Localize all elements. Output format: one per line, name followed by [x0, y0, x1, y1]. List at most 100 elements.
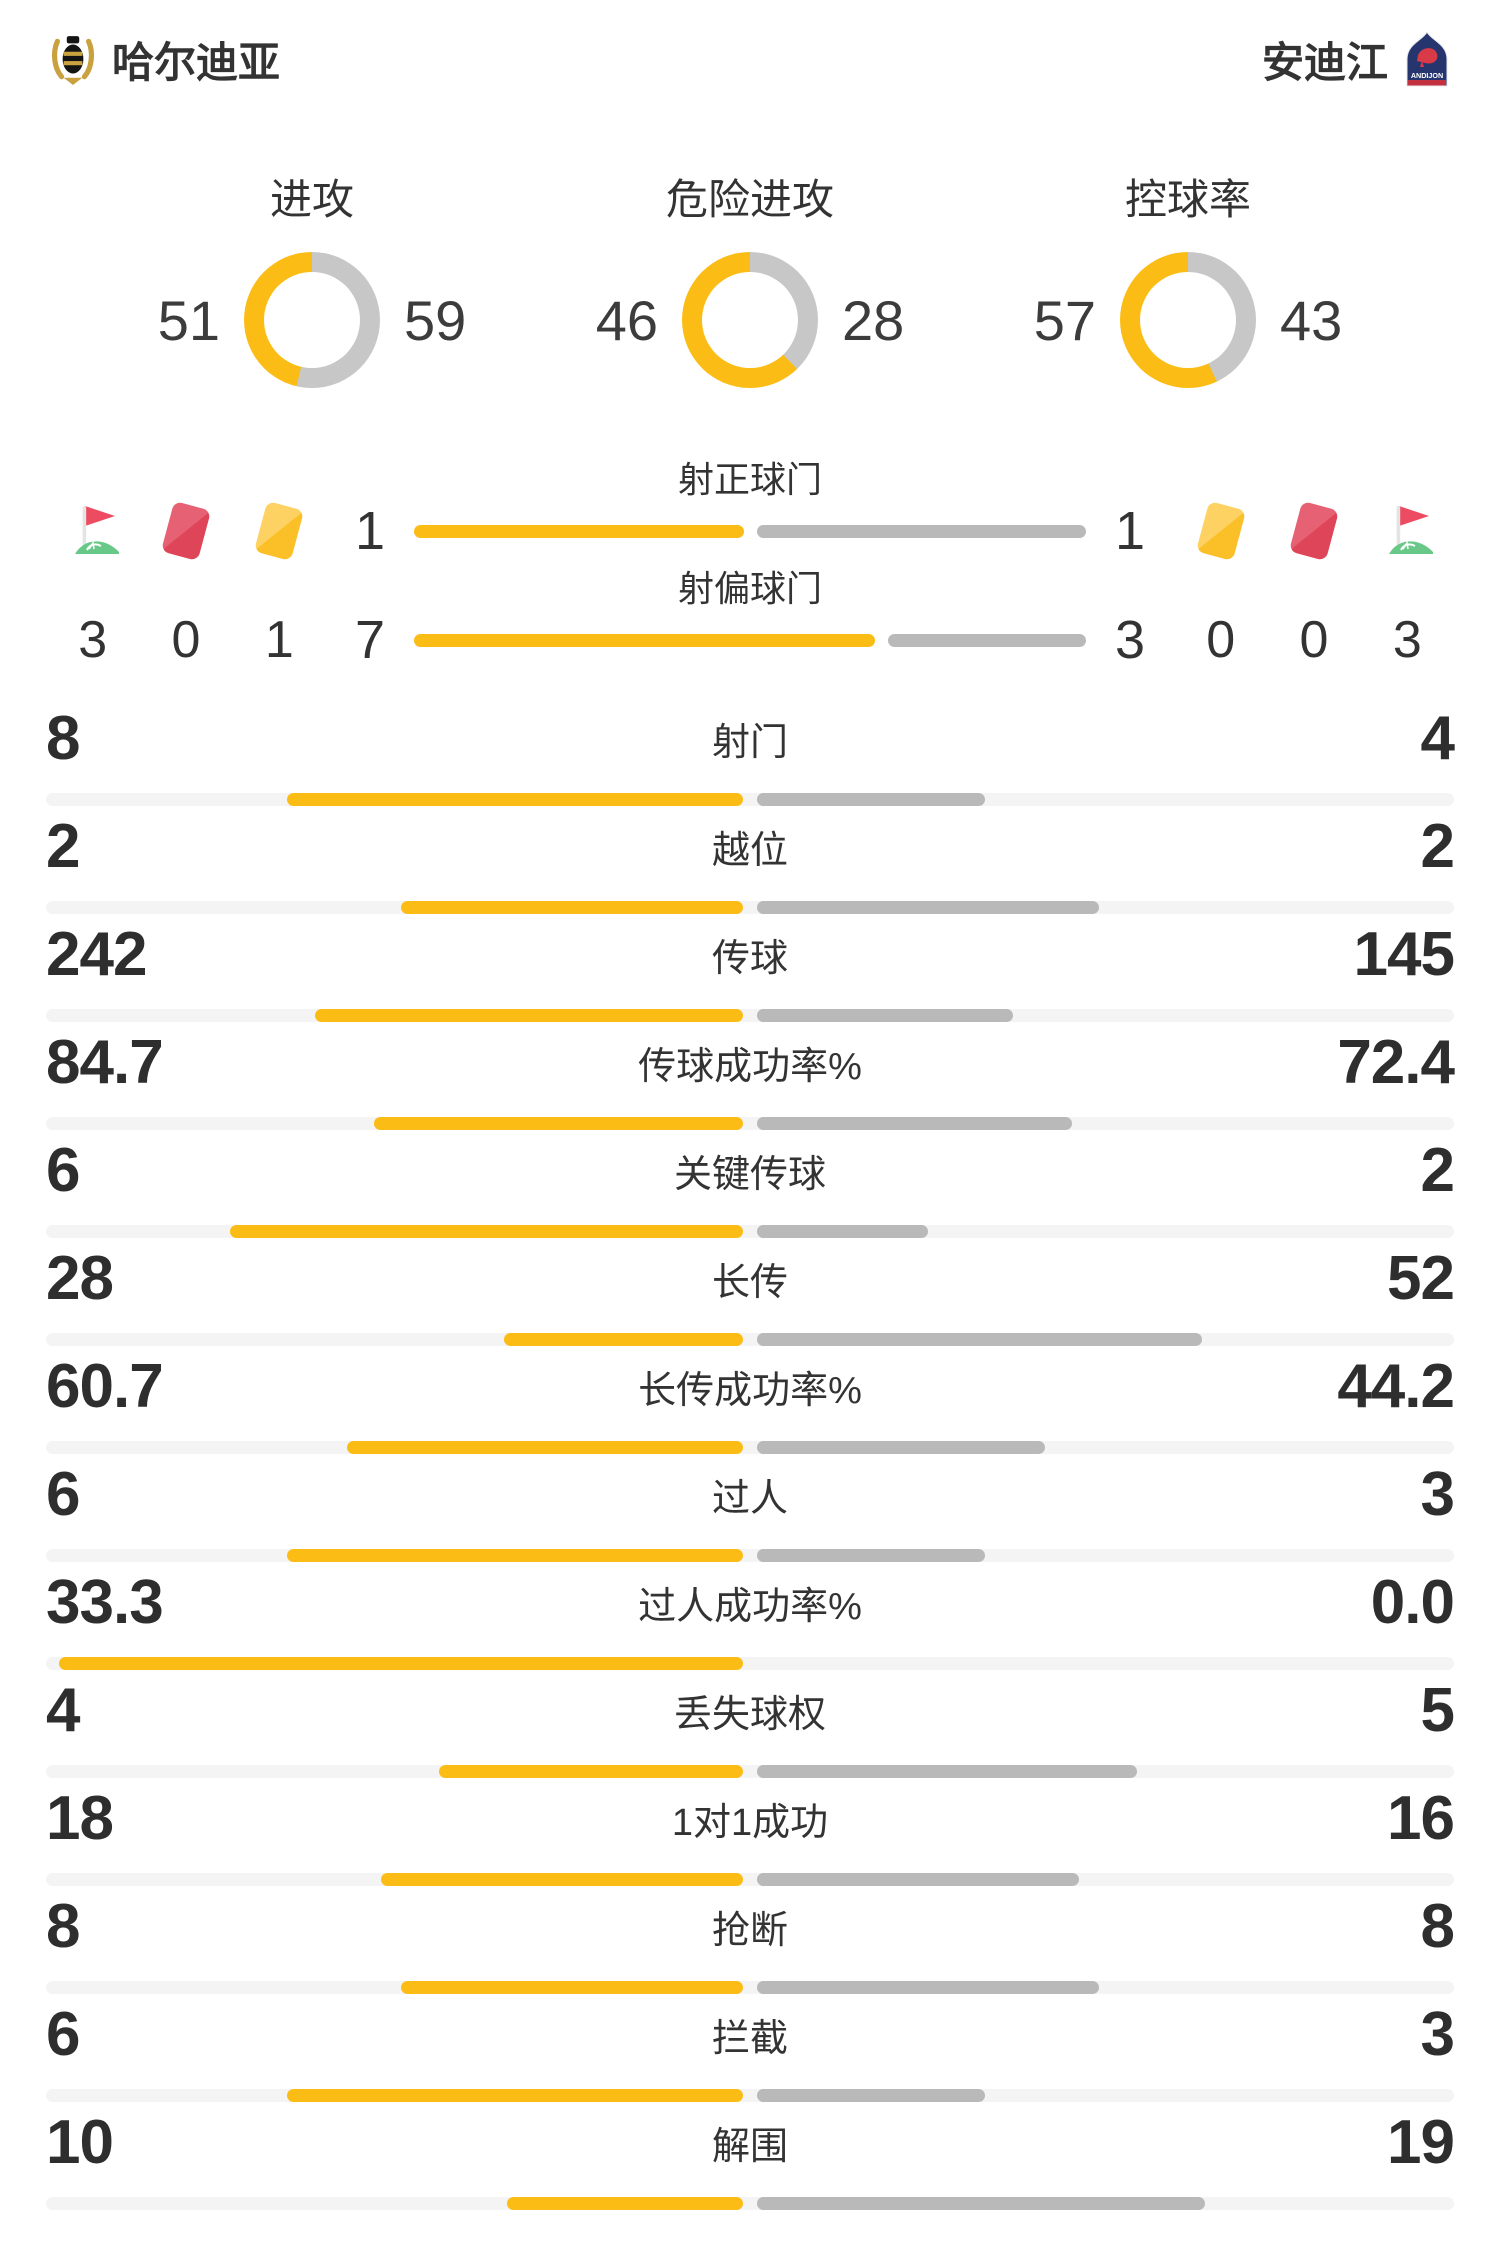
stat-label: 射门 — [711, 721, 788, 764]
stat-label: 解围 — [711, 2125, 788, 2168]
away-stat-bar — [757, 793, 986, 806]
away-stat-value: 5 — [1420, 1674, 1455, 1746]
stat-row: 解围 10 19 — [46, 2106, 1455, 2218]
away-stat-bar — [757, 1549, 986, 1562]
home-stat-bar — [400, 901, 743, 914]
stat-row: 长传成功率% 60.7 44.2 — [46, 1350, 1455, 1462]
stat-row: 过人成功率% 33.3 0.0 — [46, 1566, 1455, 1678]
stat-label: 抢断 — [711, 1909, 788, 1952]
home-stat-value: 10 — [46, 2106, 114, 2178]
home-stat-bar — [286, 2089, 743, 2102]
away-shots-on-target-value: 1 — [1114, 501, 1146, 561]
stat-row: 拦截 6 3 — [46, 1998, 1455, 2110]
stat-label: 过人 — [711, 1477, 788, 1520]
home-stat-bar — [507, 2197, 743, 2210]
home-stat-bar — [380, 1873, 743, 1886]
yellow-card-count: 1 — [264, 611, 294, 669]
corner-flag-count: 3 — [78, 611, 108, 669]
shots-on-target-label: 射正球门 — [677, 459, 822, 500]
stat-row: 越位 2 2 — [46, 810, 1455, 922]
corner-flag-icon — [64, 499, 122, 563]
stat-bar-track — [46, 1009, 1454, 1022]
home-stat-bar — [229, 1225, 743, 1238]
stat-bar-track — [46, 901, 1454, 914]
home-stat-bar — [286, 1549, 743, 1562]
away-cards-icons — [1174, 499, 1454, 563]
away-team[interactable]: 安迪江 ANDIJON — [1262, 29, 1450, 90]
home-stat-value: 33.3 — [46, 1566, 164, 1638]
away-stat-value: 72.4 — [1337, 1026, 1455, 1098]
home-shots-off-target-value: 7 — [354, 610, 386, 670]
stat-label: 越位 — [711, 829, 788, 872]
home-stat-bar — [315, 1009, 743, 1022]
away-stat-value: 19 — [1387, 2106, 1455, 2178]
stat-row: 传球 242 145 — [46, 918, 1455, 1030]
away-stat-bar — [757, 1873, 1080, 1886]
away-stat-value: 3 — [1420, 1998, 1455, 2070]
home-possession-value: 57 — [1033, 288, 1096, 352]
stat-bar-track — [46, 1549, 1454, 1562]
stat-bar-track — [46, 2089, 1454, 2102]
stat-bar-track — [46, 1441, 1454, 1454]
stat-row: 过人 6 3 — [46, 1458, 1455, 1570]
donut-group-dangerous-attacks: 危险进攻 46 28 — [586, 174, 914, 388]
shots-on-target-bar — [414, 524, 1086, 538]
away-attacks-value: 59 — [404, 288, 467, 352]
stat-bar-track — [46, 1765, 1454, 1778]
stat-row: 关键传球 6 2 — [46, 1134, 1455, 1246]
home-stat-bar — [438, 1765, 743, 1778]
stat-label: 拦截 — [711, 2017, 788, 2060]
shots-off-target-bar — [414, 633, 1086, 647]
donut-title: 进攻 — [269, 176, 354, 223]
away-dangerous-attacks-value: 28 — [842, 288, 905, 352]
away-team-name: 安迪江 — [1261, 38, 1388, 86]
stats-list: 射门 8 4 越位 2 2 传球 242 145 — [0, 702, 1500, 2218]
stat-row: 抢断 8 8 — [46, 1890, 1455, 2002]
away-stat-value: 4 — [1420, 702, 1455, 774]
away-stat-value: 145 — [1353, 918, 1455, 990]
home-stat-bar — [347, 1441, 743, 1454]
home-stat-value: 2 — [46, 810, 80, 882]
away-possession-value: 43 — [1280, 288, 1343, 352]
svg-text:ANDIJON: ANDIJON — [1411, 71, 1443, 80]
possession-donut-chart — [1120, 252, 1256, 388]
away-stat-bar — [757, 1009, 1014, 1022]
stat-row: 长传 28 52 — [46, 1242, 1455, 1354]
red-card-icon — [1288, 499, 1340, 563]
home-shots-on-target-value: 1 — [354, 501, 386, 561]
home-stat-value: 8 — [46, 702, 80, 774]
donut-title: 控球率 — [1124, 176, 1251, 223]
red-card-icon — [160, 499, 212, 563]
yellow-card-icon — [254, 499, 305, 563]
home-stat-value: 8 — [46, 1890, 80, 1962]
away-team-logo-icon: ANDIJON — [1404, 31, 1450, 87]
stat-label: 1对1成功 — [671, 1801, 829, 1844]
stat-row: 丢失球权 4 5 — [46, 1674, 1455, 1786]
home-cards-icons — [46, 499, 326, 563]
red-card-count: 0 — [171, 611, 201, 669]
away-stat-bar — [757, 1117, 1073, 1130]
stat-row: 射门 8 4 — [46, 702, 1455, 814]
stat-bar-track — [46, 1333, 1454, 1346]
away-stat-bar — [757, 1765, 1138, 1778]
away-stat-value: 44.2 — [1337, 1350, 1455, 1422]
stat-label: 传球成功率% — [638, 1045, 862, 1088]
home-stat-value: 242 — [46, 918, 147, 990]
stat-row: 1对1成功 18 16 — [46, 1782, 1455, 1894]
home-bar-segment — [414, 524, 744, 538]
stat-row: 传球成功率% 84.7 72.4 — [46, 1026, 1455, 1138]
donut-charts-section: 进攻 51 59 危险进攻 46 28 控球率 57 43 — [0, 174, 1500, 388]
away-stat-value: 52 — [1387, 1242, 1455, 1314]
dangerous-attacks-donut-chart — [682, 252, 818, 388]
home-stat-value: 6 — [46, 1134, 80, 1206]
stat-label: 关键传球 — [673, 1153, 826, 1196]
team-header: 哈尔迪亚 安迪江 ANDIJON — [0, 0, 1500, 88]
away-stat-bar — [757, 1981, 1100, 1994]
home-stat-bar — [374, 1117, 743, 1130]
home-stat-bar — [286, 793, 743, 806]
home-stat-bar — [503, 1333, 743, 1346]
home-team[interactable]: 哈尔迪亚 — [50, 29, 280, 90]
donut-group-possession: 控球率 57 43 — [1024, 174, 1352, 388]
attacks-donut-chart — [244, 252, 380, 388]
home-stat-value: 6 — [46, 1458, 80, 1530]
